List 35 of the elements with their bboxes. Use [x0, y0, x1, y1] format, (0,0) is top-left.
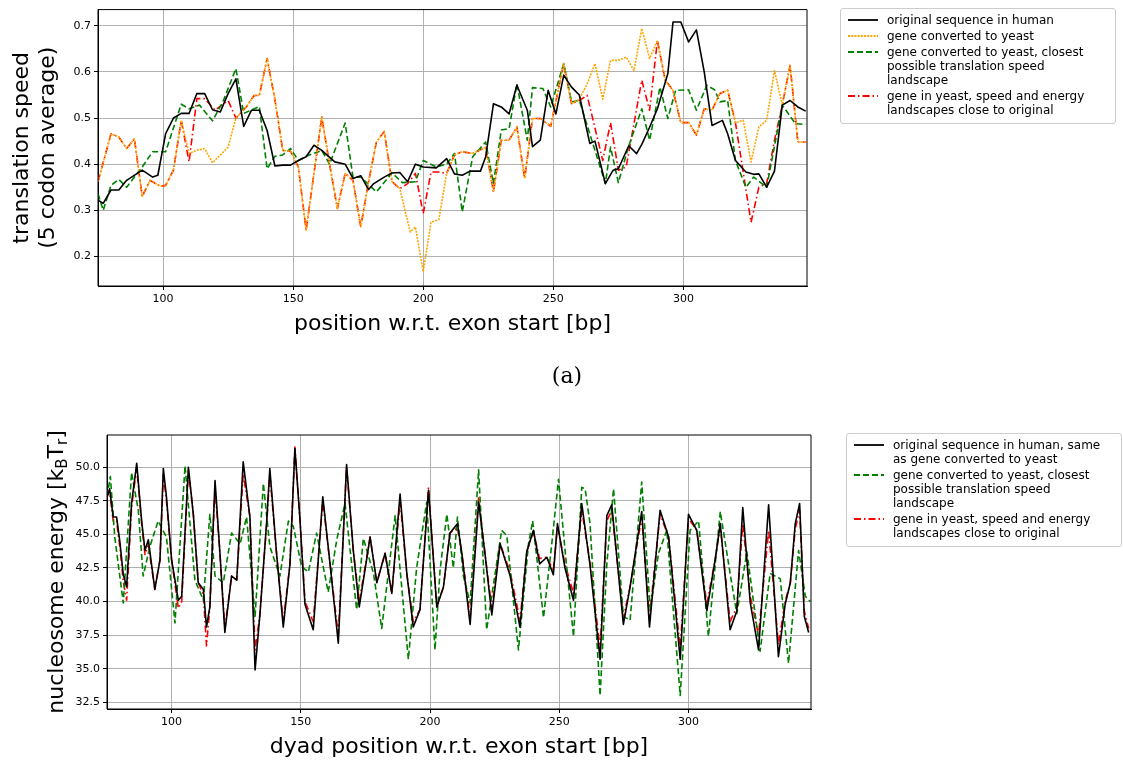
y-tick-label: 0.3	[73, 203, 91, 217]
legend-label: gene converted to yeast	[887, 29, 1034, 43]
x-axis-title: dyad position w.r.t. exon start [bp]	[269, 732, 649, 758]
x-tick-label: 100	[152, 292, 174, 306]
legend-label: gene in yeast, speed and energy landscapes close to original	[893, 512, 1092, 540]
y-tick-label: 0.2	[73, 249, 91, 263]
line-series	[98, 27, 807, 273]
y-tick-label: 0.4	[73, 157, 91, 171]
y-tick-label: 0.5	[73, 110, 91, 124]
y-tick-label: 37.5	[75, 627, 100, 641]
y-tick-label: 50.0	[75, 460, 100, 474]
y-axis-title: nucleosome energy [kBTr]	[42, 430, 72, 714]
x-tick-label: 150	[290, 715, 312, 729]
x-tick-label: 200	[419, 715, 441, 729]
line-series	[107, 465, 811, 697]
y-tick-label: 47.5	[75, 493, 100, 507]
x-tick-label: 250	[548, 715, 570, 729]
x-tick-label: 150	[282, 292, 304, 306]
x-tick-label: 300	[678, 715, 699, 729]
legend-label: gene in yeast, speed and energy landscapes close to original	[887, 89, 1086, 117]
text: (a)	[550, 363, 584, 388]
x-tick-label: 100	[161, 715, 183, 729]
y-tick-label: 0.6	[73, 64, 91, 78]
y-axis-title: translation speed (5 codon average)	[7, 46, 59, 249]
y-tick-label: 40.0	[75, 594, 100, 608]
x-tick-label: 250	[542, 292, 564, 306]
y-tick-label: 45.0	[75, 527, 100, 541]
y-tick-label: 32.5	[75, 695, 100, 709]
y-tick-label: 0.7	[73, 18, 91, 32]
x-tick-label: 200	[412, 292, 434, 306]
y-tick-label: 35.0	[75, 661, 100, 675]
x-axis-title: position w.r.t. exon start [bp]	[294, 309, 611, 335]
x-tick-label: 300	[672, 292, 694, 306]
legend-label: original sequence in human	[887, 13, 1054, 27]
y-tick-label: 42.5	[75, 560, 100, 574]
